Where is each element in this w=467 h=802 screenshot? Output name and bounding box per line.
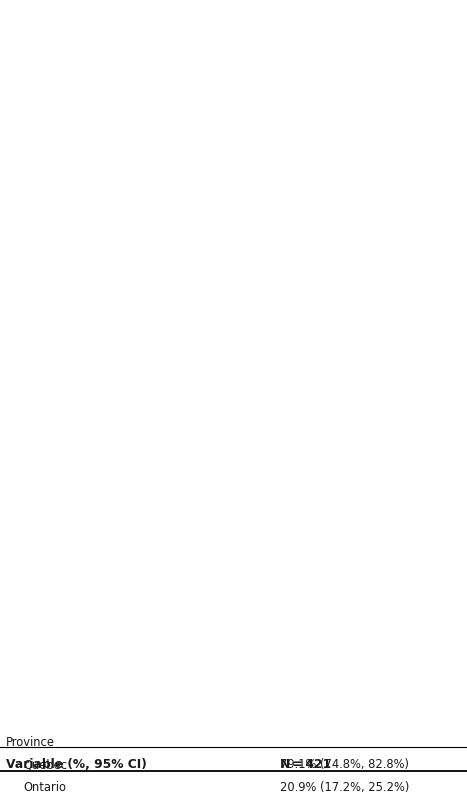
Text: Variable (%, 95% CI): Variable (%, 95% CI) (6, 757, 146, 770)
Text: Ontario: Ontario (24, 780, 67, 793)
Text: Province: Province (6, 735, 55, 748)
Text: 20.9% (17.2%, 25.2%): 20.9% (17.2%, 25.2%) (280, 780, 409, 793)
Text: Quebec: Quebec (24, 758, 68, 771)
Text: N = 421: N = 421 (280, 757, 331, 770)
Text: 79.1% (74.8%, 82.8%): 79.1% (74.8%, 82.8%) (280, 758, 409, 771)
